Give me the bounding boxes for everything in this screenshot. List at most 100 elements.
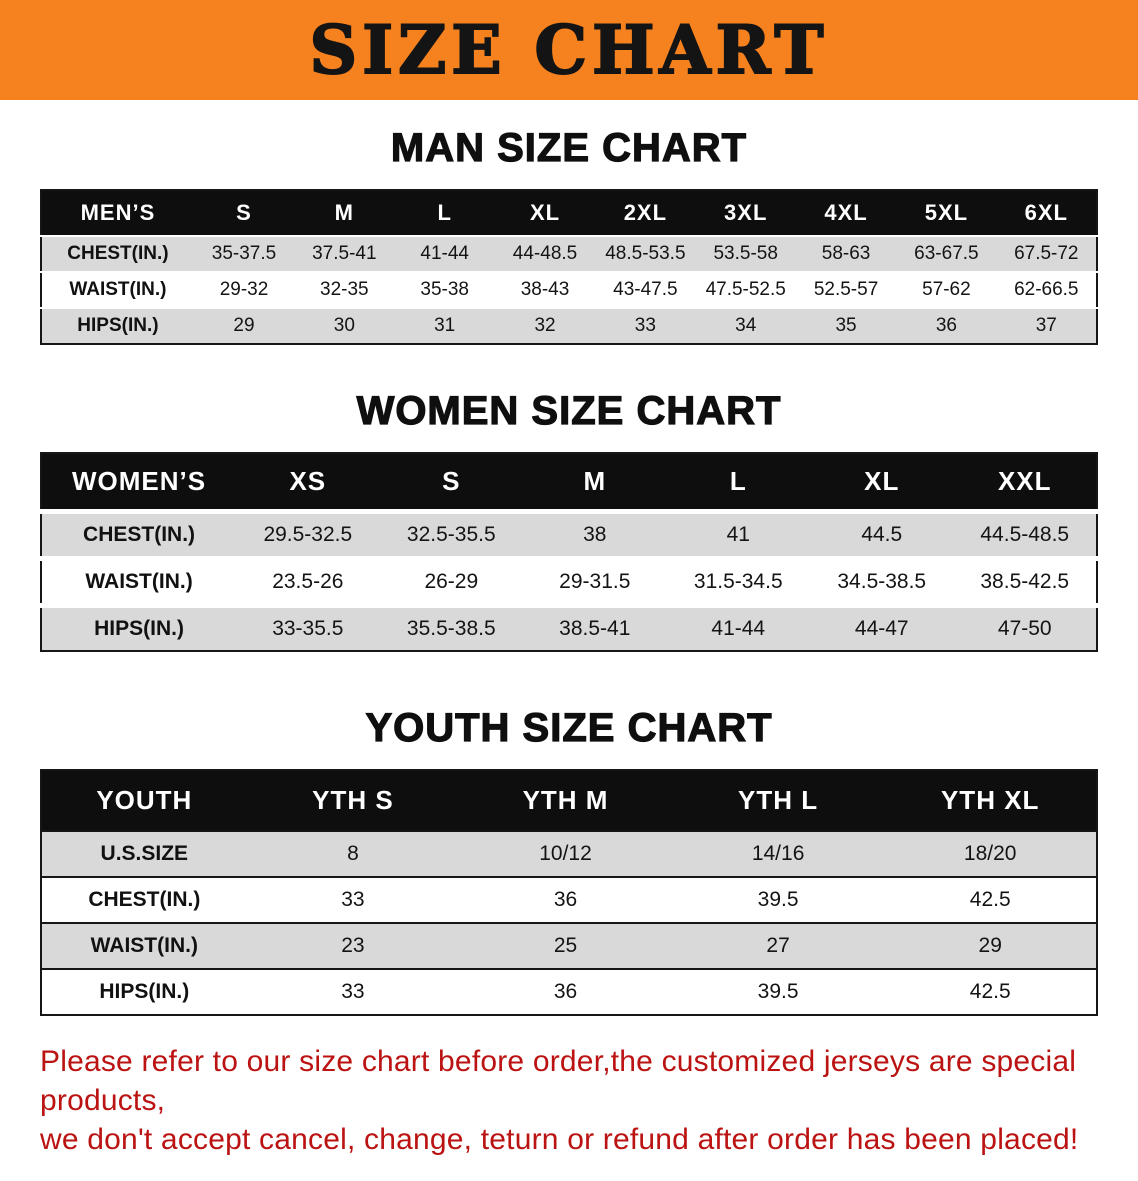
table-row: U.S.SIZE 8 10/12 14/16 18/20 xyxy=(41,831,1097,877)
size-value-cell: 39.5 xyxy=(671,969,885,1015)
size-header-cell: YTH L xyxy=(671,770,885,831)
size-value-cell: 52.5-57 xyxy=(795,272,897,308)
size-value-cell: 30 xyxy=(294,308,395,344)
size-value-cell: 29 xyxy=(884,923,1097,969)
table-title-cell: WOMEN’S xyxy=(41,453,237,512)
table-header-row: WOMEN’S XS S M L XL XXL xyxy=(41,453,1097,512)
row-label-cell: CHEST(IN.) xyxy=(41,877,247,923)
size-header-cell: YTH XL xyxy=(884,770,1097,831)
size-header-cell: 4XL xyxy=(795,190,897,236)
table-row: CHEST(IN.) 29.5-32.5 32.5-35.5 38 41 44.5 44.5… xyxy=(41,511,1097,559)
size-value-cell: 26-29 xyxy=(379,558,524,606)
size-value-cell: 47-50 xyxy=(953,605,1097,651)
disclaimer-note: Please refer to our size chart before or… xyxy=(40,1042,1098,1159)
youth-size-table: YOUTH YTH S YTH M YTH L YTH XL U.S.SIZE 8 10/12… xyxy=(40,769,1098,1016)
banner-title: SIZE CHART xyxy=(309,10,829,90)
size-header-cell: YTH M xyxy=(459,770,672,831)
size-value-cell: 48.5-53.5 xyxy=(595,236,696,272)
size-header-cell: 2XL xyxy=(595,190,696,236)
row-label-cell: HIPS(IN.) xyxy=(41,308,194,344)
size-value-cell: 23 xyxy=(246,923,460,969)
youth-section-heading: YOUTH SIZE CHART xyxy=(365,705,773,750)
size-value-cell: 44-47 xyxy=(810,605,954,651)
women-size-table: WOMEN’S XS S M L XL XXL CHEST(IN.) 29.5-32.5 32.5… xyxy=(40,452,1098,652)
size-value-cell: 29 xyxy=(193,308,295,344)
size-value-cell: 38.5-41 xyxy=(523,605,667,651)
size-value-cell: 62-66.5 xyxy=(996,272,1097,308)
size-value-cell: 33 xyxy=(246,877,460,923)
size-header-cell: XL xyxy=(810,453,954,512)
size-header-cell: XXL xyxy=(953,453,1097,512)
size-value-cell: 34 xyxy=(695,308,796,344)
size-chart-banner: SIZE CHART xyxy=(0,0,1138,100)
size-value-cell: 23.5-26 xyxy=(236,558,380,606)
size-value-cell: 32 xyxy=(494,308,596,344)
men-size-chart-section: MAN SIZE CHART MEN’S S M L XL 2XL 3XL 4XL 5XL 6XL… xyxy=(0,125,1138,345)
table-header-row: MEN’S S M L XL 2XL 3XL 4XL 5XL 6XL xyxy=(41,190,1097,236)
table-row: WAIST(IN.) 29-32 32-35 35-38 38-43 43-47.5 47.… xyxy=(41,272,1097,308)
row-label-cell: WAIST(IN.) xyxy=(41,923,247,969)
size-value-cell: 44-48.5 xyxy=(494,236,596,272)
size-value-cell: 31 xyxy=(394,308,495,344)
table-row: HIPS(IN.) 33 36 39.5 42.5 xyxy=(41,969,1097,1015)
size-value-cell: 36 xyxy=(459,969,672,1015)
row-label-cell: CHEST(IN.) xyxy=(41,236,194,272)
row-label-cell: HIPS(IN.) xyxy=(41,605,237,651)
size-value-cell: 41-44 xyxy=(394,236,495,272)
table-title-cell: MEN’S xyxy=(41,190,194,236)
size-value-cell: 29-32 xyxy=(193,272,295,308)
size-value-cell: 36 xyxy=(459,877,672,923)
size-value-cell: 36 xyxy=(896,308,997,344)
size-value-cell: 38 xyxy=(523,511,667,559)
row-label-cell: HIPS(IN.) xyxy=(41,969,247,1015)
disclaimer-line-2: we don't accept cancel, change, teturn o… xyxy=(40,1123,1079,1156)
women-size-chart-section: WOMEN SIZE CHART WOMEN’S XS S M L XL XXL CHEST(… xyxy=(0,388,1138,652)
size-value-cell: 41 xyxy=(666,511,811,559)
size-value-cell: 32.5-35.5 xyxy=(379,511,524,559)
size-value-cell: 39.5 xyxy=(671,877,885,923)
youth-table-wrap: YOUTH YTH S YTH M YTH L YTH XL U.S.SIZE 8 10/12… xyxy=(0,769,1138,1016)
table-row: HIPS(IN.) 29 30 31 32 33 34 35 36 37 xyxy=(41,308,1097,344)
size-header-cell: 6XL xyxy=(996,190,1097,236)
size-value-cell: 41-44 xyxy=(666,605,811,651)
disclaimer-line-1: Please refer to our size chart before or… xyxy=(40,1045,1077,1117)
row-label-cell: CHEST(IN.) xyxy=(41,511,237,559)
size-value-cell: 35.5-38.5 xyxy=(379,605,524,651)
table-row: HIPS(IN.) 33-35.5 35.5-38.5 38.5-41 41-44 44-… xyxy=(41,605,1097,651)
row-label-cell: WAIST(IN.) xyxy=(41,272,194,308)
size-header-cell: M xyxy=(294,190,395,236)
size-header-cell: XS xyxy=(236,453,380,512)
size-value-cell: 37 xyxy=(996,308,1097,344)
women-section-heading: WOMEN SIZE CHART xyxy=(356,388,782,433)
size-value-cell: 35-38 xyxy=(394,272,495,308)
row-label-cell: WAIST(IN.) xyxy=(41,558,237,606)
men-section-heading: MAN SIZE CHART xyxy=(390,125,748,170)
youth-size-chart-section: YOUTH SIZE CHART YOUTH YTH S YTH M YTH L YTH… xyxy=(0,705,1138,1016)
size-value-cell: 43-47.5 xyxy=(595,272,696,308)
size-value-cell: 33 xyxy=(595,308,696,344)
size-header-cell: S xyxy=(193,190,295,236)
size-value-cell: 33 xyxy=(246,969,460,1015)
size-value-cell: 33-35.5 xyxy=(236,605,380,651)
size-value-cell: 14/16 xyxy=(671,831,885,877)
size-value-cell: 34.5-38.5 xyxy=(810,558,954,606)
size-value-cell: 10/12 xyxy=(459,831,672,877)
size-value-cell: 38-43 xyxy=(494,272,596,308)
size-value-cell: 32-35 xyxy=(294,272,395,308)
size-value-cell: 44.5 xyxy=(810,511,954,559)
size-value-cell: 47.5-52.5 xyxy=(695,272,796,308)
size-value-cell: 29.5-32.5 xyxy=(236,511,380,559)
size-header-cell: YTH S xyxy=(246,770,460,831)
size-value-cell: 18/20 xyxy=(884,831,1097,877)
size-header-cell: L xyxy=(394,190,495,236)
size-value-cell: 67.5-72 xyxy=(996,236,1097,272)
size-value-cell: 58-63 xyxy=(795,236,897,272)
table-row: WAIST(IN.) 23.5-26 26-29 29-31.5 31.5-34.5 34… xyxy=(41,558,1097,606)
size-header-cell: 5XL xyxy=(896,190,997,236)
table-row: WAIST(IN.) 23 25 27 29 xyxy=(41,923,1097,969)
size-header-cell: XL xyxy=(494,190,596,236)
size-value-cell: 57-62 xyxy=(896,272,997,308)
table-title-cell: YOUTH xyxy=(41,770,247,831)
size-value-cell: 25 xyxy=(459,923,672,969)
men-size-table: MEN’S S M L XL 2XL 3XL 4XL 5XL 6XL CHEST(IN.) 35-37… xyxy=(40,189,1098,345)
